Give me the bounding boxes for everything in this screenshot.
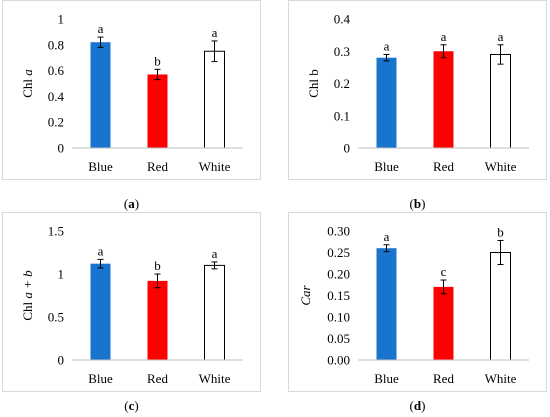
- y-tick-label: 0.1: [334, 108, 350, 123]
- x-tick-label: Blue: [374, 159, 399, 174]
- significance-letter: a: [98, 21, 104, 36]
- significance-letter: a: [384, 229, 390, 244]
- bar-red: [148, 74, 168, 148]
- y-axis-title-italic: a: [20, 69, 35, 76]
- y-tick-label: 0.10: [327, 310, 350, 325]
- y-tick-label: 0.30: [327, 224, 350, 239]
- x-tick-label: Blue: [374, 371, 399, 386]
- y-tick-label: 0.4: [48, 89, 65, 104]
- bar-blue: [91, 42, 111, 148]
- bar-chart-c: 0 0.5 1 1.5 Chl a + b a Blue b Red a White: [2, 212, 261, 392]
- chart-panel-b: 0 0.1 0.2 0.3 0.4 Chl b a Blue a Red a White (b): [288, 0, 547, 210]
- bar-red: [434, 287, 454, 360]
- y-tick-label: 0.6: [48, 63, 65, 78]
- y-tick-label: 0.3: [334, 44, 350, 59]
- bar-white: [205, 51, 225, 148]
- bar-white: [491, 253, 511, 361]
- x-tick-label: White: [485, 159, 517, 174]
- y-axis-title-text: Chl: [20, 299, 35, 321]
- y-tick-label: 0.00: [327, 353, 350, 368]
- y-tick-label: 0.25: [327, 245, 350, 260]
- y-tick-label: 0.20: [327, 267, 350, 282]
- y-axis-title: Chl a: [20, 69, 35, 98]
- y-tick-label: 0.2: [48, 115, 64, 130]
- y-tick-label: 0.05: [327, 331, 350, 346]
- significance-letter: a: [441, 29, 447, 44]
- y-axis-title: Car: [298, 284, 313, 305]
- significance-letter: a: [498, 29, 504, 44]
- y-axis-title-text: Chl b: [306, 69, 321, 98]
- x-tick-label: Blue: [88, 159, 113, 174]
- bar-chart-b: 0 0.1 0.2 0.3 0.4 Chl b a Blue a Red a White: [288, 0, 547, 180]
- y-axis-title: Chl b: [306, 69, 321, 98]
- y-tick-label: 0: [344, 141, 351, 156]
- x-tick-label: Red: [147, 371, 168, 386]
- bar-red: [148, 281, 168, 360]
- bar-white: [205, 265, 225, 360]
- y-tick-label: 1: [58, 12, 65, 27]
- y-tick-label: 1: [58, 267, 65, 282]
- y-axis-title-italic: a + b: [20, 270, 35, 299]
- y-tick-label: 0.5: [48, 310, 64, 325]
- y-tick-label: 0.8: [48, 37, 64, 52]
- y-axis-title-italic: Car: [298, 284, 313, 305]
- bar-blue: [377, 248, 397, 360]
- significance-letter: a: [212, 246, 218, 261]
- chart-panel-a: 0 0.2 0.4 0.6 0.8 1 Chl a a Blue b Red a White (a): [2, 0, 261, 210]
- significance-letter: b: [154, 258, 161, 273]
- y-tick-label: 0.4: [334, 12, 351, 27]
- y-tick-label: 0: [58, 141, 65, 156]
- x-tick-label: Blue: [88, 371, 113, 386]
- significance-letter: a: [98, 243, 104, 258]
- significance-letter: a: [384, 38, 390, 53]
- chart-panel-d: 0.00 0.05 0.10 0.15 0.20 0.25 0.30 Car a Blue c Red…: [288, 212, 547, 417]
- bar-red: [434, 51, 454, 148]
- x-tick-label: White: [485, 371, 517, 386]
- caption-c: (c): [2, 398, 261, 414]
- y-tick-label: 1.5: [48, 224, 64, 239]
- caption-b: (b): [288, 196, 547, 212]
- caption-a: (a): [2, 196, 261, 212]
- y-axis-title-text: Chl: [20, 76, 35, 98]
- x-tick-label: Red: [433, 371, 454, 386]
- caption-d: (d): [288, 398, 547, 414]
- significance-letter: c: [441, 264, 447, 279]
- y-tick-label: 0.2: [334, 76, 350, 91]
- chart-panel-c: 0 0.5 1 1.5 Chl a + b a Blue b Red a White (c): [2, 212, 261, 417]
- bar-chart-d: 0.00 0.05 0.10 0.15 0.20 0.25 0.30 Car a Blue c Red…: [288, 212, 547, 392]
- bar-blue: [91, 264, 111, 360]
- significance-letter: b: [497, 224, 504, 239]
- x-tick-label: Red: [433, 159, 454, 174]
- significance-letter: a: [212, 25, 218, 40]
- significance-letter: b: [154, 53, 161, 68]
- y-tick-label: 0.15: [327, 288, 350, 303]
- bar-blue: [377, 58, 397, 148]
- y-axis-title: Chl a + b: [20, 270, 35, 321]
- x-tick-label: White: [199, 159, 231, 174]
- x-tick-label: White: [199, 371, 231, 386]
- y-tick-label: 0: [58, 353, 65, 368]
- x-tick-label: Red: [147, 159, 168, 174]
- bar-white: [491, 54, 511, 148]
